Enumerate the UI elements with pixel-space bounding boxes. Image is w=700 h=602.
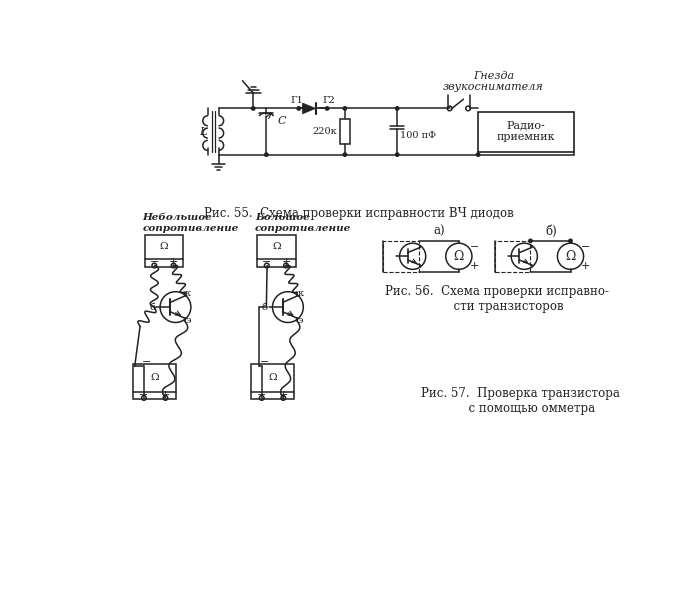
- Text: −: −: [150, 258, 159, 267]
- Text: к: к: [185, 289, 191, 298]
- Circle shape: [569, 239, 572, 243]
- Bar: [495, 241, 531, 272]
- Text: Ω: Ω: [272, 242, 281, 251]
- Text: э: э: [185, 317, 190, 326]
- Circle shape: [343, 107, 346, 110]
- Text: 100 пФ: 100 пФ: [400, 131, 435, 140]
- Text: L: L: [199, 126, 207, 137]
- Text: Ω: Ω: [566, 250, 575, 262]
- Polygon shape: [302, 103, 316, 114]
- Text: Ω: Ω: [150, 373, 159, 382]
- Text: +: +: [279, 390, 288, 400]
- Text: к: к: [298, 289, 303, 298]
- Text: Ω: Ω: [160, 242, 168, 251]
- Circle shape: [395, 153, 399, 157]
- Text: а): а): [434, 225, 445, 238]
- Text: б: б: [149, 303, 155, 312]
- Text: Гнезда
звукоснимателя: Гнезда звукоснимателя: [443, 70, 544, 92]
- Circle shape: [528, 239, 532, 243]
- Circle shape: [265, 153, 268, 157]
- Text: 220к: 220к: [312, 127, 337, 136]
- Bar: [340, 119, 350, 144]
- Text: Рис. 57.  Проверка транзистора
      с помощью омметра: Рис. 57. Проверка транзистора с помощью …: [421, 387, 620, 415]
- Text: −: −: [139, 390, 148, 400]
- Text: Большое
сопротивление: Большое сопротивление: [255, 214, 351, 233]
- Bar: [251, 364, 294, 400]
- Text: +: +: [281, 258, 290, 267]
- Text: −: −: [257, 390, 267, 400]
- Bar: [145, 235, 183, 267]
- Bar: [257, 235, 295, 267]
- Text: +: +: [470, 261, 479, 270]
- Text: Ω: Ω: [268, 373, 277, 382]
- Text: э: э: [298, 317, 303, 326]
- Text: +: +: [581, 261, 591, 270]
- Text: −: −: [262, 258, 272, 267]
- Text: б: б: [262, 303, 268, 312]
- Bar: [384, 241, 419, 272]
- Circle shape: [326, 107, 329, 110]
- Text: Г1: Г1: [290, 96, 303, 105]
- Text: б): б): [545, 225, 557, 238]
- Text: Небольшое
сопротивление: Небольшое сопротивление: [142, 214, 239, 233]
- Bar: [478, 111, 574, 152]
- Text: −: −: [260, 357, 270, 367]
- Circle shape: [251, 107, 255, 110]
- Bar: [133, 364, 176, 400]
- Text: Радио-
приемник: Радио- приемник: [497, 121, 556, 142]
- Text: Г2: Г2: [322, 96, 335, 105]
- Text: Рис. 55.  Схема проверки исправности ВЧ диодов: Рис. 55. Схема проверки исправности ВЧ д…: [204, 208, 514, 220]
- Text: −: −: [142, 357, 152, 367]
- Text: Ω: Ω: [454, 250, 464, 262]
- Circle shape: [477, 153, 480, 157]
- Circle shape: [297, 107, 300, 110]
- Text: −: −: [470, 242, 479, 252]
- Text: Рис. 56.  Схема проверки исправно-
      сти транзисторов: Рис. 56. Схема проверки исправно- сти тр…: [385, 285, 609, 312]
- Text: −: −: [581, 242, 591, 252]
- Text: +: +: [161, 390, 170, 400]
- Text: +: +: [169, 258, 178, 267]
- Circle shape: [343, 153, 346, 157]
- Circle shape: [395, 107, 399, 110]
- Text: C: C: [277, 116, 286, 126]
